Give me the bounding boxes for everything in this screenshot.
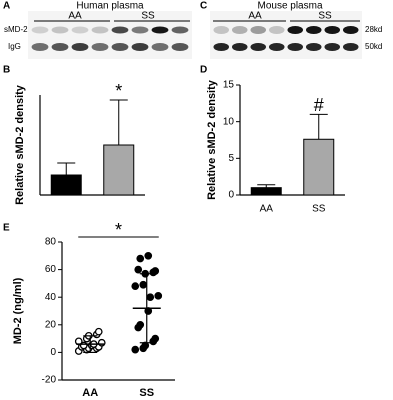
row-label: 28kd	[365, 25, 382, 34]
band	[71, 43, 89, 51]
blot-title: Human plasma	[76, 1, 144, 12]
data-point	[134, 265, 143, 274]
band	[51, 26, 69, 34]
bar	[50, 174, 82, 196]
band	[171, 26, 189, 34]
data-point	[131, 282, 140, 291]
data-point	[144, 251, 153, 260]
band	[287, 43, 304, 51]
row-label: IgG	[8, 42, 21, 51]
data-point	[136, 254, 145, 263]
panel-letter: D	[200, 65, 207, 76]
band	[231, 43, 248, 51]
y-tick-label: 80	[45, 237, 57, 248]
bar	[103, 144, 135, 196]
panel-letter: E	[3, 223, 10, 234]
data-point	[139, 280, 148, 289]
bar	[303, 138, 335, 196]
band	[268, 26, 285, 34]
y-tick-label: 20	[45, 319, 57, 330]
band	[342, 26, 359, 34]
annotation: *	[115, 220, 122, 240]
band	[71, 26, 89, 34]
band	[305, 43, 322, 51]
panel-letter: B	[3, 65, 10, 76]
band	[250, 43, 267, 51]
band	[91, 26, 109, 34]
charts: B Relative sMD-2 density * D Relative sMD-2 …	[3, 65, 345, 399]
annotation: *	[115, 81, 122, 101]
band	[31, 26, 49, 34]
y-tick-label: 40	[45, 292, 57, 303]
data-point	[94, 327, 103, 336]
data-point	[131, 345, 140, 354]
data-point	[146, 293, 155, 302]
y-tick-label: 15	[223, 80, 235, 91]
band	[268, 43, 285, 51]
y-tick-label: 60	[45, 264, 57, 275]
group-label: SS	[318, 11, 332, 22]
band	[324, 43, 341, 51]
band	[111, 26, 129, 34]
x-tick-label: AA	[260, 204, 274, 215]
y-axis-label: MD-2 (ng/ml)	[12, 277, 24, 344]
y-tick-label: 10	[223, 116, 235, 127]
band	[151, 43, 169, 51]
band	[342, 43, 359, 51]
band	[213, 26, 230, 34]
y-tick-label: 5	[228, 153, 234, 164]
band	[305, 26, 322, 34]
y-axis-label: Relative sMD-2 density	[206, 79, 218, 200]
data-point	[151, 334, 160, 343]
annotation: #	[314, 95, 324, 115]
band	[213, 43, 230, 51]
band	[250, 26, 267, 34]
blot-bands	[213, 26, 359, 51]
y-axis-label: Relative sMD-2 density	[14, 84, 26, 205]
data-point	[97, 338, 106, 347]
band	[131, 26, 149, 34]
x-tick-label: SS	[139, 387, 154, 399]
blot-image	[28, 11, 192, 59]
x-tick-label: SS	[312, 204, 326, 215]
data-point	[136, 320, 145, 329]
panel-letter: A	[3, 1, 10, 12]
band	[324, 26, 341, 34]
y-tick-label: 0	[50, 347, 56, 358]
row-label: sMD-2	[4, 25, 28, 34]
x-tick-label: AA	[82, 387, 98, 399]
blot-bands	[31, 26, 189, 51]
panel-letter: C	[200, 1, 207, 12]
y-tick-label: 0	[228, 190, 234, 201]
band	[51, 43, 69, 51]
data-point	[151, 267, 160, 275]
band	[231, 26, 248, 34]
data-point	[154, 291, 163, 300]
group-label: AA	[68, 11, 82, 22]
group-label: SS	[141, 11, 155, 22]
band	[287, 26, 304, 34]
group-label: AA	[248, 11, 262, 22]
row-label: 50kd	[365, 42, 382, 51]
band	[91, 43, 109, 51]
bar	[250, 187, 282, 196]
band	[171, 43, 189, 51]
blot-image	[210, 11, 362, 59]
band	[151, 26, 169, 34]
band	[131, 43, 149, 51]
band	[31, 43, 49, 51]
y-tick-label: -20	[42, 375, 57, 386]
blot-title: Mouse plasma	[257, 1, 322, 12]
band	[111, 43, 129, 51]
